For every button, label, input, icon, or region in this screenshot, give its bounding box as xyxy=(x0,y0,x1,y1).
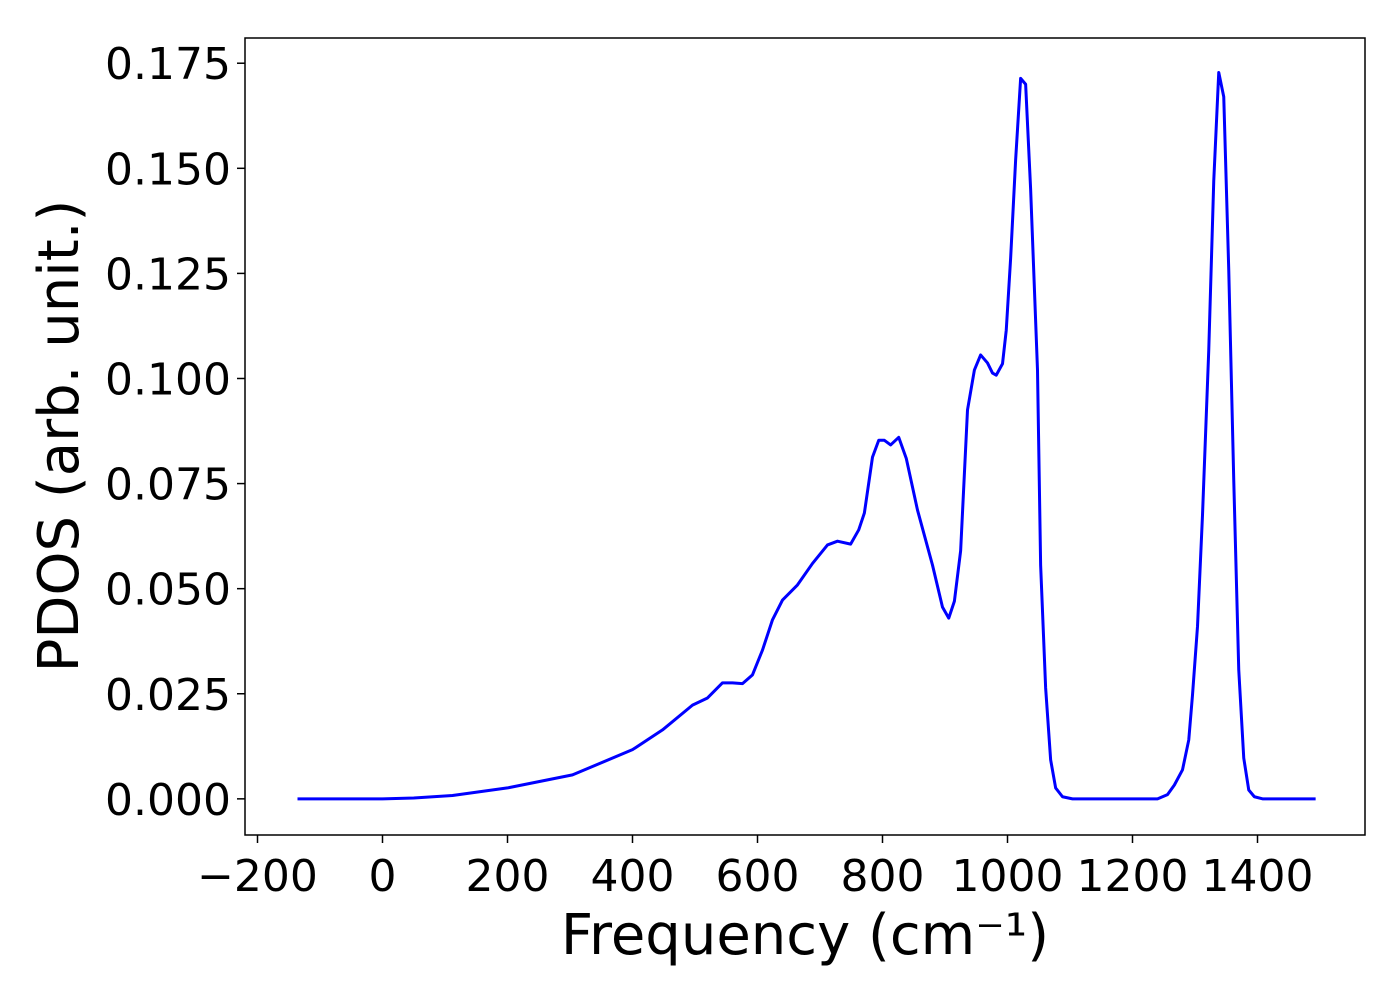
plot-frame xyxy=(244,37,1366,836)
x-tick-label: 0 xyxy=(369,851,397,902)
y-axis-label: PDOS (arb. unit.) xyxy=(27,200,92,673)
line-series xyxy=(297,70,1316,801)
x-tick-label: 400 xyxy=(591,851,675,902)
x-tick-label: 1200 xyxy=(1077,851,1189,902)
y-tick-label: 0.100 xyxy=(105,354,231,405)
y-tick-label: 0.050 xyxy=(105,565,231,616)
x-tick-label: 800 xyxy=(841,851,925,902)
y-tick-label: 0.025 xyxy=(105,670,231,721)
y-tick-label: 0.150 xyxy=(105,144,231,195)
x-tick-label: 1000 xyxy=(952,851,1064,902)
x-tick-label: 600 xyxy=(716,851,800,902)
y-tick-label: 0.175 xyxy=(105,39,231,90)
y-tick-label: 0.000 xyxy=(105,775,231,826)
x-tick-label: 200 xyxy=(466,851,550,902)
x-tick-label: −200 xyxy=(197,851,318,902)
x-tick-label: 1400 xyxy=(1202,851,1314,902)
y-tick-label: 0.125 xyxy=(105,249,231,300)
x-axis-label: Frequency (cm⁻¹) xyxy=(561,903,1049,968)
y-tick-label: 0.075 xyxy=(105,460,231,511)
